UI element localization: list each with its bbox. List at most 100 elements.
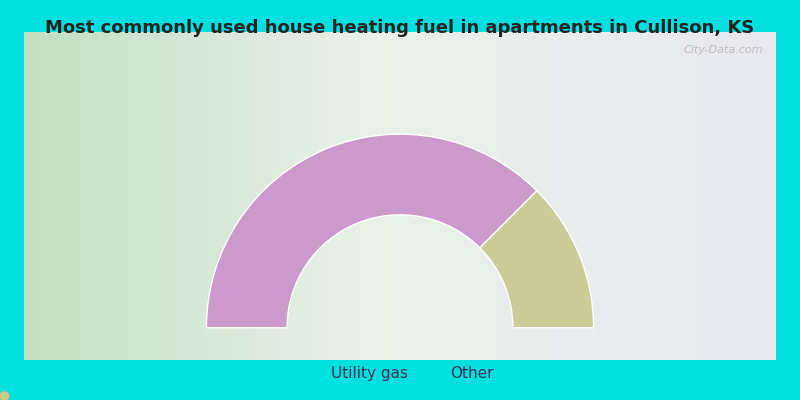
Bar <box>603 32 612 360</box>
Bar <box>731 32 740 360</box>
Bar <box>227 32 236 360</box>
Bar <box>24 32 33 360</box>
Bar <box>573 32 582 360</box>
Bar <box>566 32 574 360</box>
Bar <box>340 32 349 360</box>
Bar <box>558 32 567 360</box>
Bar <box>325 32 334 360</box>
Bar <box>46 32 55 360</box>
Bar <box>287 32 296 360</box>
Bar <box>174 32 183 360</box>
Bar <box>370 32 378 360</box>
Bar <box>490 32 499 360</box>
Bar <box>137 32 146 360</box>
Bar <box>610 32 620 360</box>
Bar <box>144 32 153 360</box>
Bar <box>656 32 665 360</box>
Bar <box>483 32 492 360</box>
Bar <box>84 32 93 360</box>
Bar <box>407 32 416 360</box>
Bar <box>385 32 394 360</box>
Bar <box>460 32 469 360</box>
Bar <box>453 32 462 360</box>
Wedge shape <box>206 134 537 328</box>
Bar <box>521 32 530 360</box>
Bar <box>54 32 62 360</box>
Bar <box>438 32 446 360</box>
Bar <box>62 32 70 360</box>
Bar <box>468 32 477 360</box>
Bar <box>754 32 762 360</box>
Bar <box>641 32 650 360</box>
Legend:  <box>392 373 408 388</box>
Bar <box>129 32 138 360</box>
Bar <box>272 32 281 360</box>
Bar <box>430 32 439 360</box>
Bar <box>634 32 642 360</box>
Bar <box>234 32 243 360</box>
Bar <box>528 32 537 360</box>
Bar <box>746 32 755 360</box>
Bar <box>618 32 627 360</box>
Bar <box>393 32 402 360</box>
Bar <box>69 32 78 360</box>
Bar <box>513 32 522 360</box>
Bar <box>415 32 424 360</box>
Bar <box>678 32 687 360</box>
Bar <box>422 32 431 360</box>
Bar <box>724 32 733 360</box>
Bar <box>355 32 364 360</box>
Bar <box>588 32 597 360</box>
Bar <box>294 32 303 360</box>
Bar <box>581 32 590 360</box>
Bar <box>445 32 454 360</box>
Bar <box>151 32 161 360</box>
Bar <box>362 32 371 360</box>
Bar <box>686 32 695 360</box>
Bar <box>197 32 206 360</box>
Bar <box>596 32 605 360</box>
Bar <box>506 32 514 360</box>
Bar <box>99 32 108 360</box>
Bar <box>91 32 100 360</box>
Bar <box>302 32 311 360</box>
Bar <box>347 32 356 360</box>
Bar <box>550 32 559 360</box>
Bar <box>106 32 115 360</box>
Bar <box>279 32 289 360</box>
Bar <box>265 32 274 360</box>
Bar <box>122 32 130 360</box>
Bar <box>159 32 168 360</box>
Bar <box>694 32 702 360</box>
Bar <box>212 32 221 360</box>
Bar <box>257 32 266 360</box>
Bar <box>317 32 326 360</box>
Bar <box>242 32 250 360</box>
Bar <box>114 32 123 360</box>
Bar <box>649 32 658 360</box>
Bar <box>182 32 190 360</box>
Bar <box>498 32 506 360</box>
Bar <box>535 32 544 360</box>
Bar <box>219 32 228 360</box>
Bar <box>709 32 718 360</box>
Bar <box>204 32 213 360</box>
Bar <box>543 32 552 360</box>
Bar <box>31 32 40 360</box>
Legend: Utility gas, Other: Utility gas, Other <box>298 358 502 388</box>
Bar <box>190 32 198 360</box>
Bar <box>762 32 770 360</box>
Bar <box>332 32 341 360</box>
Bar <box>701 32 710 360</box>
Bar <box>166 32 175 360</box>
Bar <box>626 32 634 360</box>
Bar <box>38 32 47 360</box>
Bar <box>475 32 484 360</box>
Bar <box>250 32 258 360</box>
Bar <box>769 32 778 360</box>
Text: City-Data.com: City-Data.com <box>683 46 763 56</box>
Bar <box>400 32 409 360</box>
Bar <box>76 32 85 360</box>
Bar <box>310 32 318 360</box>
Bar <box>663 32 672 360</box>
